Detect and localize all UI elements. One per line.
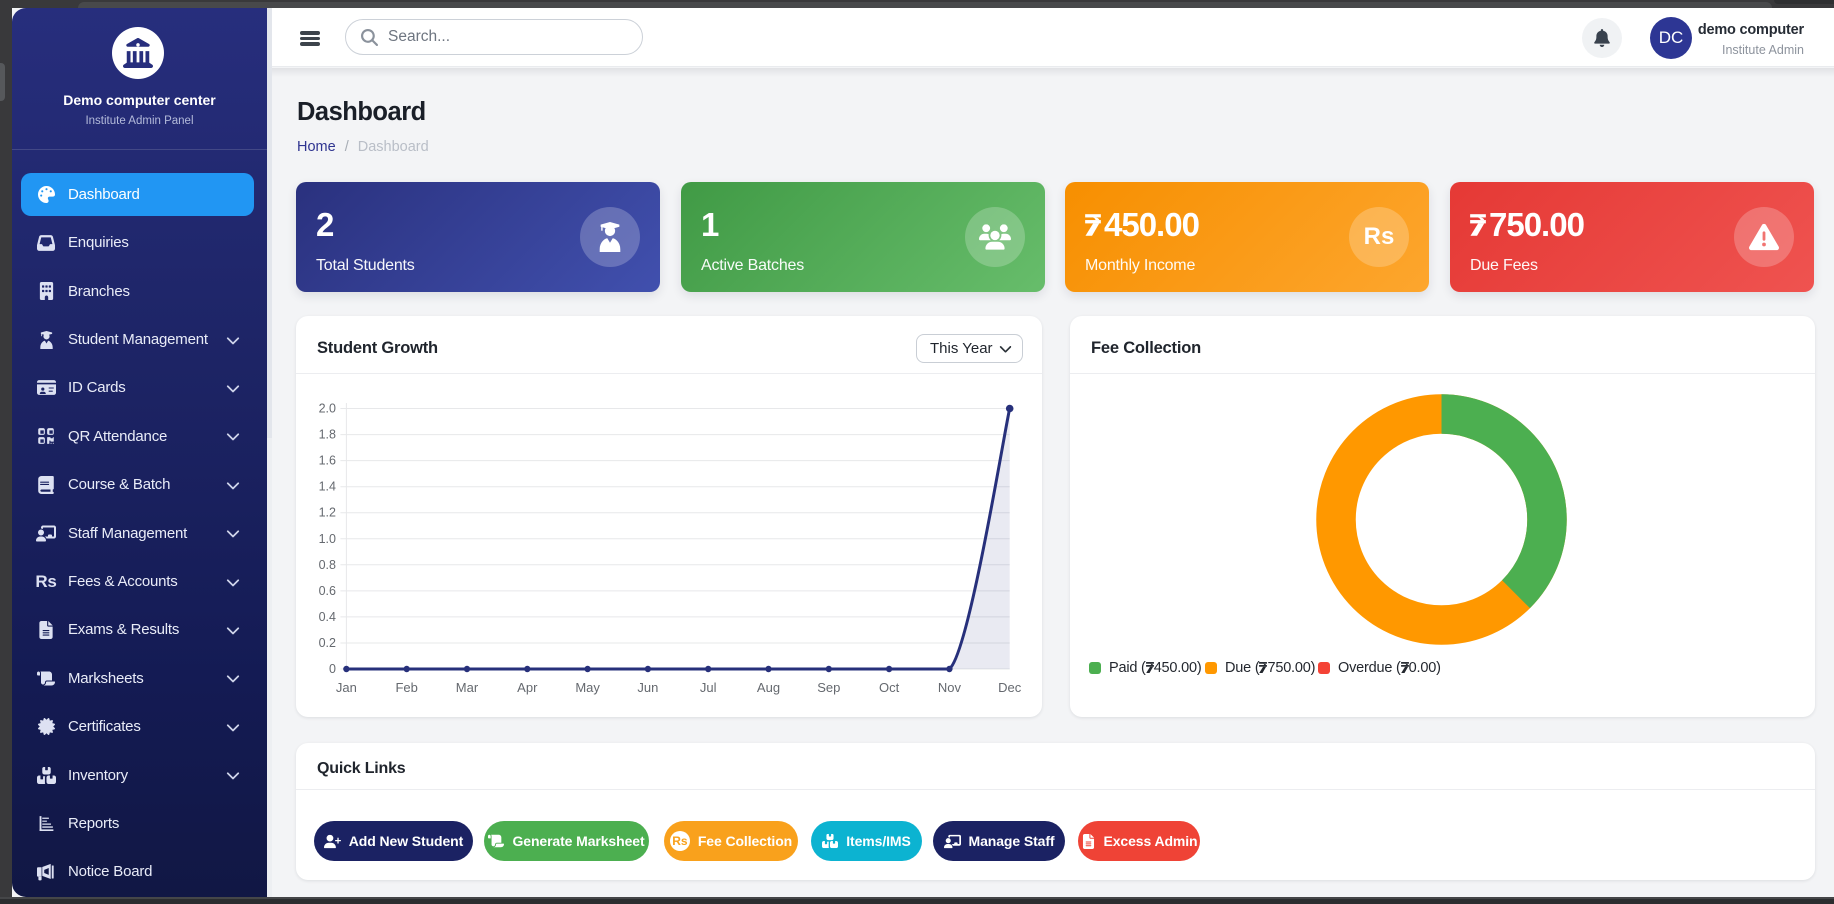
svg-text:0.6: 0.6: [319, 584, 336, 598]
svg-text:0.2: 0.2: [319, 636, 336, 650]
svg-text:Jun: Jun: [637, 680, 658, 695]
svg-text:May: May: [575, 680, 600, 695]
svg-text:1.2: 1.2: [319, 506, 336, 520]
svg-text:Mar: Mar: [456, 680, 479, 695]
svg-text:0.8: 0.8: [319, 558, 336, 572]
svg-text:Nov: Nov: [938, 680, 962, 695]
svg-text:Apr: Apr: [517, 680, 538, 695]
svg-text:Jan: Jan: [336, 680, 357, 695]
svg-text:2.0: 2.0: [319, 402, 336, 416]
svg-text:1.6: 1.6: [319, 454, 336, 468]
svg-text:Aug: Aug: [757, 680, 780, 695]
svg-text:Sep: Sep: [817, 680, 840, 695]
svg-text:0: 0: [329, 662, 336, 676]
svg-text:Feb: Feb: [395, 680, 417, 695]
svg-text:Jul: Jul: [700, 680, 717, 695]
svg-text:1.4: 1.4: [319, 480, 336, 494]
svg-text:Dec: Dec: [998, 680, 1022, 695]
svg-text:Oct: Oct: [879, 680, 900, 695]
svg-text:0.4: 0.4: [319, 610, 336, 624]
svg-text:1.8: 1.8: [319, 428, 336, 442]
svg-text:1.0: 1.0: [319, 532, 336, 546]
